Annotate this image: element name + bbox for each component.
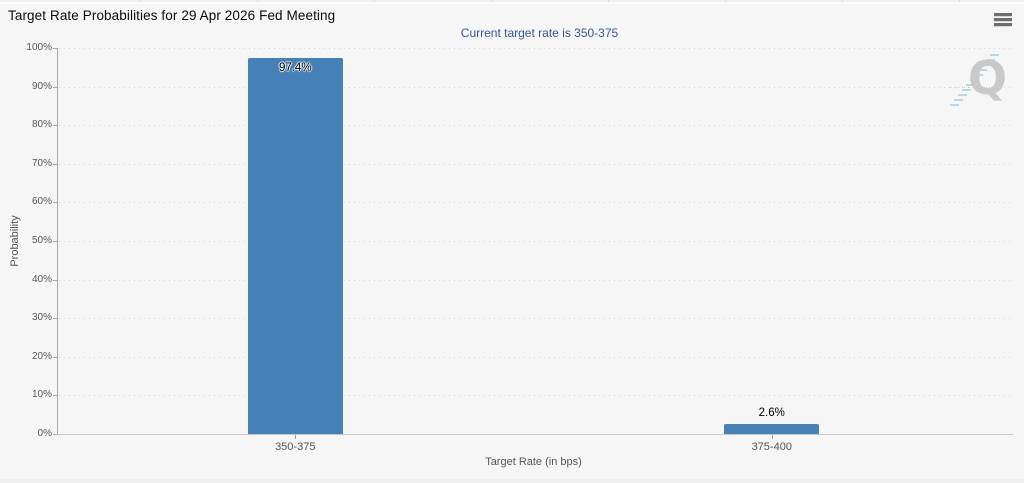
chart-menu-button[interactable] <box>992 9 1014 29</box>
gridline-70% <box>59 163 1010 165</box>
y-tick-label: 40% <box>31 273 52 285</box>
watermark-dash <box>978 69 987 71</box>
y-tick-mark <box>53 356 57 358</box>
y-tick-label: 70% <box>31 157 52 169</box>
watermark-dash <box>970 79 979 81</box>
y-tick-mark <box>53 318 57 320</box>
watermark-dash <box>958 94 967 96</box>
bar-375-400[interactable] <box>724 423 820 434</box>
gridline-80% <box>59 125 1010 127</box>
y-tick-label: 100% <box>26 42 52 53</box>
y-axis-line <box>57 48 58 434</box>
y-tick-label: 80% <box>31 119 52 131</box>
y-tick-label: 0% <box>37 428 52 439</box>
y-tick-label: 50% <box>31 235 52 246</box>
y-tick-mark <box>53 48 57 49</box>
y-tick-mark <box>53 86 57 88</box>
chart-subtitle: Current target rate is 350-375 <box>460 26 619 40</box>
x-tick-mark <box>295 435 297 439</box>
y-tick-mark <box>53 434 57 435</box>
gridline-10% <box>59 395 1010 397</box>
bar-value-label: 97.4% <box>278 62 312 75</box>
gridline-60% <box>59 202 1010 204</box>
y-tick-mark <box>53 163 57 165</box>
gridline-40% <box>59 279 1010 281</box>
x-axis-title: Target Rate (in bps) <box>485 456 582 468</box>
bottom-edge <box>0 479 1024 483</box>
top-tab-strip[interactable] <box>0 0 1024 4</box>
chart-title: Target Rate Probabilities for 29 Apr 202… <box>8 8 336 23</box>
y-tick-mark <box>53 395 57 397</box>
watermark-q-letter: Q <box>968 51 1008 105</box>
y-tick-label: 30% <box>31 312 52 324</box>
gridline-50% <box>59 241 1010 242</box>
bar-350-375[interactable] <box>247 58 343 434</box>
y-axis-title: Probability <box>9 215 21 267</box>
watermark-dash <box>990 54 999 56</box>
x-category-label: 375-400 <box>751 441 792 453</box>
quikstrike-watermark: Q <box>940 50 1020 120</box>
gridline-90% <box>59 86 1010 88</box>
y-tick-label: 20% <box>31 350 52 362</box>
y-tick-label: 10% <box>31 389 52 401</box>
x-category-label: 350-375 <box>275 441 316 453</box>
hamburger-icon <box>994 11 1012 28</box>
y-tick-mark <box>53 241 57 242</box>
watermark-dash <box>982 64 991 66</box>
gridline-20% <box>59 356 1010 358</box>
watermark-dash <box>950 104 959 106</box>
watermark-dash <box>974 74 983 76</box>
y-tick-label: 90% <box>31 80 52 92</box>
y-tick-mark <box>53 125 57 127</box>
x-tick-mark <box>771 435 773 439</box>
watermark-dash <box>986 59 995 61</box>
gridline-30% <box>59 318 1010 320</box>
x-axis-line <box>57 434 1013 435</box>
y-tick-mark <box>53 279 57 281</box>
gridline-100% <box>59 48 1010 49</box>
watermark-dash <box>962 89 971 91</box>
bar-value-label: 2.6% <box>758 406 785 419</box>
watermark-dash <box>966 84 975 86</box>
y-tick-mark <box>53 202 57 204</box>
y-tick-label: 60% <box>31 196 52 208</box>
watermark-dash <box>954 99 963 101</box>
